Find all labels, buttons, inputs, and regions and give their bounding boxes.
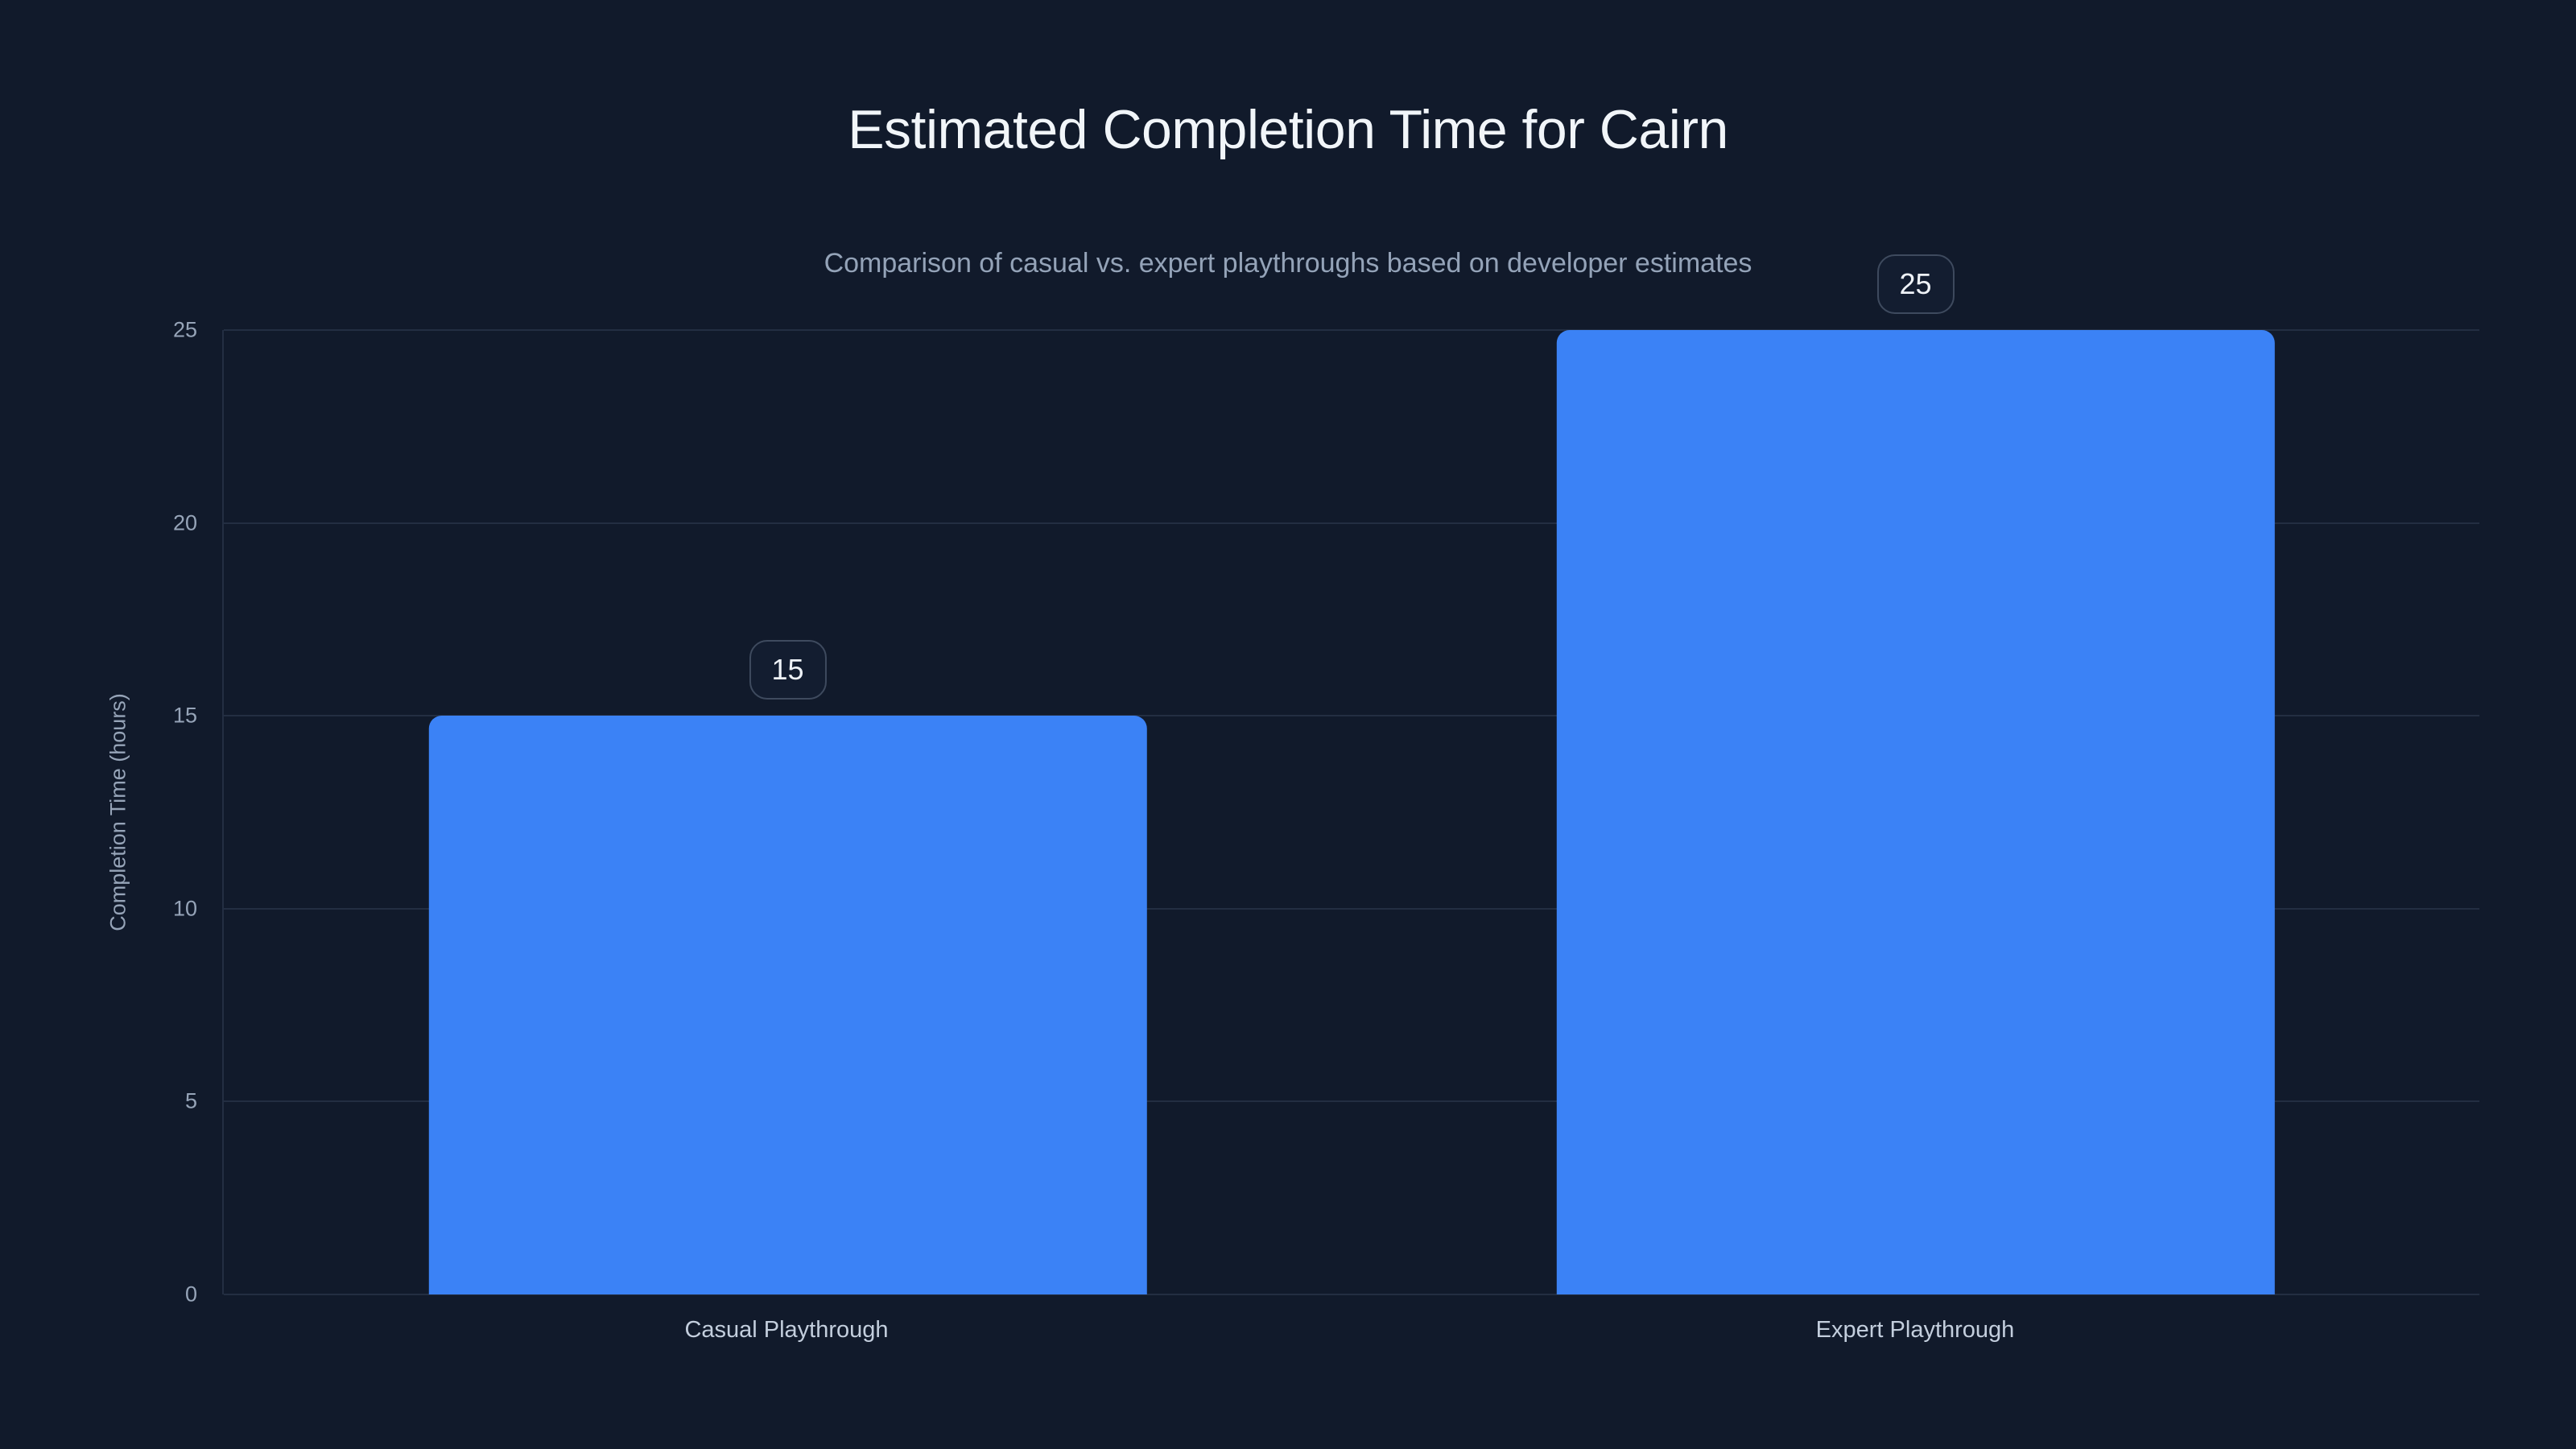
- x-axis-labels: Casual Playthrough Expert Playthrough: [222, 1317, 2479, 1344]
- gridline: [224, 715, 2479, 717]
- bar: [428, 716, 1147, 1294]
- y-tick-label: 15: [172, 703, 197, 728]
- bar-group: 25: [1352, 254, 2479, 1294]
- gridline: [224, 522, 2479, 524]
- y-axis-ticks: 0 5 10 15 20 25: [0, 319, 197, 1305]
- value-badge: 15: [749, 640, 827, 700]
- gridline: [224, 907, 2479, 910]
- x-category-label: Expert Playthrough: [1815, 1317, 2015, 1343]
- y-tick-label: 10: [172, 896, 197, 921]
- plot-area: 15 25: [222, 254, 2479, 1295]
- gridline: [224, 1100, 2479, 1103]
- gridline: [224, 1294, 2479, 1295]
- x-category-label: Casual Playthrough: [684, 1317, 889, 1343]
- gridline: [224, 329, 2479, 331]
- value-badge: 25: [1876, 254, 1955, 314]
- y-tick-label: 20: [172, 510, 197, 535]
- chart-subtitle: Comparison of casual vs. expert playthro…: [824, 248, 1752, 279]
- bar: [1556, 330, 2275, 1294]
- chart-title: Estimated Completion Time for Cairn: [848, 99, 1728, 160]
- y-tick-label: 25: [172, 317, 197, 342]
- bar-group: 15: [224, 330, 1352, 1294]
- y-tick-label: 5: [184, 1088, 197, 1113]
- y-tick-label: 0: [184, 1282, 197, 1307]
